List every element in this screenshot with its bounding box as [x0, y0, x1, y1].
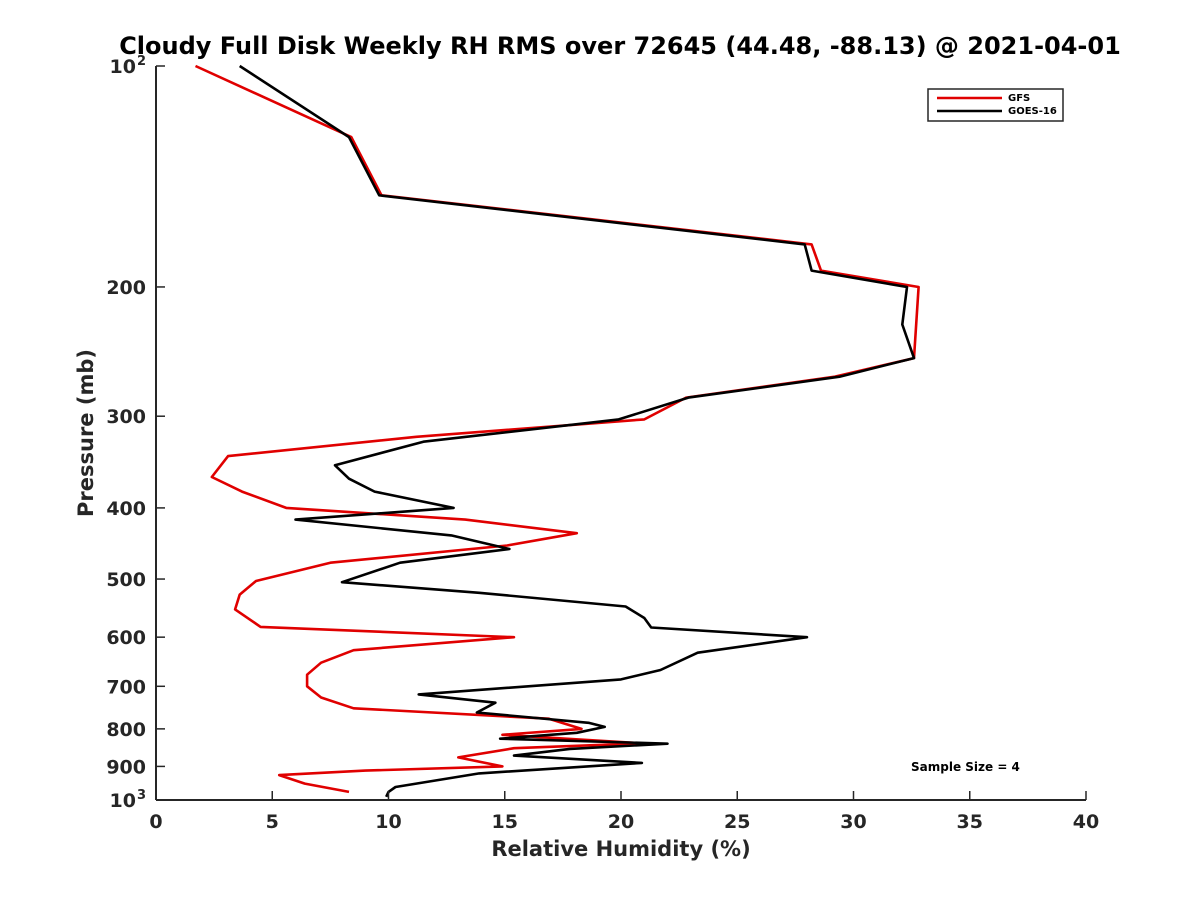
x-tick-label: 35 [957, 811, 983, 833]
series-layer [194, 64, 920, 798]
y-axis-label: Pressure (mb) [74, 349, 98, 517]
y-tick-label: 300 [106, 406, 146, 428]
y-tick-label: 900 [106, 756, 146, 778]
x-tick-label: 25 [724, 811, 750, 833]
legend-label-goes16: GOES-16 [1008, 106, 1057, 117]
legend-label-gfs: GFS [1008, 93, 1030, 104]
y-tick-label: 10 [110, 790, 136, 812]
x-tick-label: 10 [375, 811, 401, 833]
x-axis-label: Relative Humidity (%) [491, 837, 750, 861]
plot-area [156, 66, 1086, 800]
x-tick-label: 40 [1073, 811, 1099, 833]
y-tick-label: 500 [106, 569, 146, 591]
series-line-goes16 [238, 64, 916, 798]
chart-title: Cloudy Full Disk Weekly RH RMS over 7264… [119, 32, 1121, 60]
y-tick-label: 600 [106, 627, 146, 649]
y-tick-label: 200 [106, 277, 146, 299]
x-tick-label: 20 [608, 811, 634, 833]
x-tick-label: 30 [840, 811, 866, 833]
y-tick-label: 400 [106, 498, 146, 520]
x-ticks: 0 5 10 15 20 25 30 35 40 [149, 791, 1099, 833]
sample-size-annotation: Sample Size = 4 [911, 760, 1020, 774]
y-tick-label: 800 [106, 719, 146, 741]
x-tick-label: 15 [492, 811, 518, 833]
x-tick-label: 5 [266, 811, 279, 833]
legend-box [927, 88, 1064, 122]
y-tick-label: 700 [106, 676, 146, 698]
y-tick-exponent: 3 [137, 788, 146, 803]
legend: GFS GOES-16 [927, 88, 1064, 122]
y-tick-label: 10 [110, 56, 136, 78]
y-tick-exponent: 2 [137, 54, 146, 69]
x-tick-label: 0 [149, 811, 162, 833]
